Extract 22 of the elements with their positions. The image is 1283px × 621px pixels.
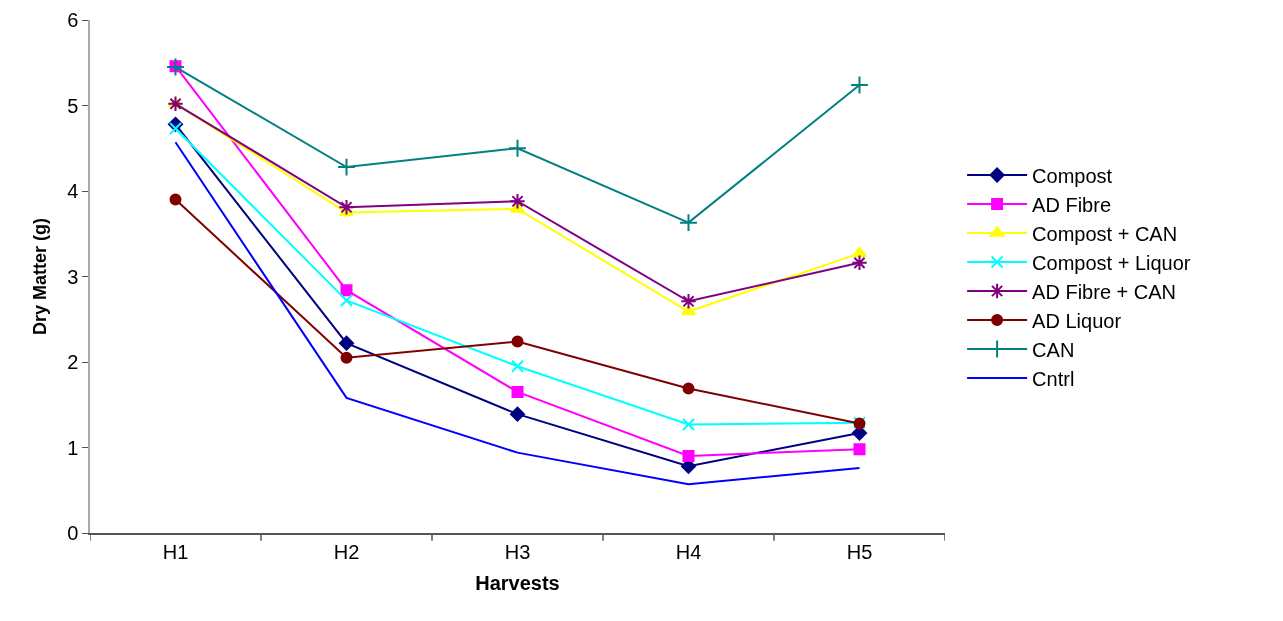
y-tick-label: 5 (67, 94, 79, 117)
legend-label: AD Fibre (1032, 193, 1112, 216)
x-tick-label: H2 (333, 540, 360, 563)
legend-label: AD Liquor (1032, 309, 1122, 332)
y-axis-title: Dry Matter (g) (29, 217, 50, 336)
legend-label: Compost + Liquor (1032, 251, 1191, 274)
legend-label: Cntrl (1032, 367, 1075, 390)
x-tick-label: H1 (162, 540, 189, 563)
y-tick-label: 6 (67, 9, 79, 31)
y-tick-label: 0 (67, 522, 79, 544)
y-tick-label: 3 (67, 265, 79, 288)
legend-label: AD Fibre + CAN (1032, 280, 1177, 303)
y-tick-label: 1 (67, 436, 79, 459)
y-tick-label: 2 (67, 351, 79, 373)
legend-label: CAN (1032, 338, 1075, 361)
y-tick-label: 4 (67, 180, 79, 202)
x-tick-label: H5 (846, 540, 873, 563)
legend-label: Compost (1032, 164, 1113, 187)
x-axis-title: Harvests (475, 571, 560, 594)
legend-label: Compost + CAN (1032, 222, 1178, 245)
x-tick-label: H4 (675, 540, 702, 563)
x-tick-label: H3 (504, 540, 531, 563)
